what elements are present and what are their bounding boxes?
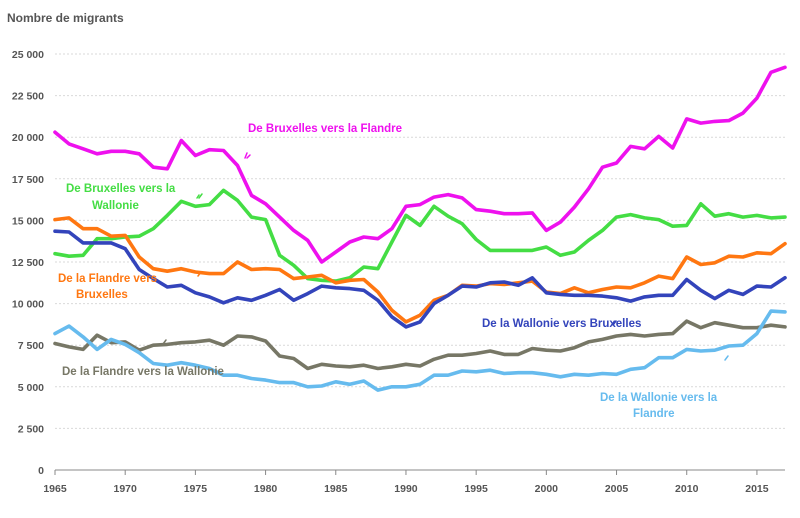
y-tick-label: 2 500 <box>18 423 44 435</box>
x-tick-label: 1990 <box>394 483 418 495</box>
series-label-bruxelles-flandre: De Bruxelles vers la Flandre <box>248 123 402 135</box>
label-tick-bruxelles-flandre <box>244 152 251 159</box>
series-label-wallonie-flandre-line-2: Flandre <box>633 408 675 420</box>
series-line-2 <box>53 216 787 324</box>
series-label-bruxelles-wallonie: De Bruxelles vers la Wallonie <box>66 183 179 212</box>
series-line-5 <box>53 309 787 392</box>
label-ticks <box>162 152 729 361</box>
x-axis: 1965 1970 1975 1980 1985 1990 1995 2000 2005 2010… <box>43 469 785 495</box>
x-tick-label: 2000 <box>535 483 559 495</box>
x-tick-label: 1975 <box>184 483 208 495</box>
series-label-flandre-bruxelles-line-1: De la Flandre vers <box>58 273 157 285</box>
y-tick-label: 22 500 <box>12 91 44 103</box>
label-tick-wallonie-flandre <box>724 355 729 361</box>
series-line-0 <box>53 65 787 264</box>
series-label-bruxelles-wallonie-line-1: De Bruxelles vers la <box>66 183 176 195</box>
x-tick-label: 1965 <box>43 483 67 495</box>
series-line-3 <box>53 229 787 329</box>
x-tick-label: 1970 <box>114 483 138 495</box>
label-tick-bruxelles-wallonie <box>196 193 203 199</box>
series-label-wallonie-bruxelles: De la Wallonie vers Bruxelles <box>482 318 641 330</box>
y-tick-label: 7 500 <box>18 340 44 352</box>
series-label-flandre-wallonie: De la Flandre vers la Wallonie <box>62 366 224 378</box>
series-line-4 <box>53 319 787 371</box>
y-axis-title: Nombre de migrants <box>7 11 124 25</box>
y-tick-label: 0 <box>38 465 44 477</box>
series-lines <box>53 65 787 392</box>
label-tick-flandre-bruxelles <box>197 271 202 277</box>
gridlines <box>55 53 785 429</box>
series-label-flandre-bruxelles-line-2: Bruxelles <box>76 289 128 301</box>
series-line-1 <box>53 188 787 283</box>
series-label-flandre-bruxelles: De la Flandre vers Bruxelles <box>58 273 160 301</box>
x-tick-label: 2010 <box>675 483 699 495</box>
label-tick-flandre-wallonie <box>162 339 167 345</box>
series-label-wallonie-flandre: De la Wallonie vers la Flandre <box>600 392 720 420</box>
series-label-bruxelles-wallonie-line-2: Wallonie <box>92 200 139 212</box>
label-tick-wallonie-bruxelles <box>612 320 617 326</box>
x-tick-label: 1985 <box>324 483 348 495</box>
y-tick-label: 5 000 <box>18 382 44 394</box>
x-tick-label: 2005 <box>605 483 629 495</box>
y-tick-label: 10 000 <box>12 299 44 311</box>
series-label-wallonie-flandre-line-1: De la Wallonie vers la <box>600 392 718 404</box>
x-tick-label: 1980 <box>254 483 278 495</box>
y-tick-label: 20 000 <box>12 132 44 144</box>
y-tick-label: 25 000 <box>12 49 44 61</box>
y-tick-label: 12 500 <box>12 257 44 269</box>
x-tick-label: 2015 <box>745 483 769 495</box>
y-tick-label: 15 000 <box>12 215 44 227</box>
x-tick-label: 1995 <box>464 483 488 495</box>
y-tick-label: 17 500 <box>12 174 44 186</box>
y-axis-ticks: 0 2 500 5 000 7 500 10 000 12 500 15 000 17 500… <box>12 49 44 477</box>
